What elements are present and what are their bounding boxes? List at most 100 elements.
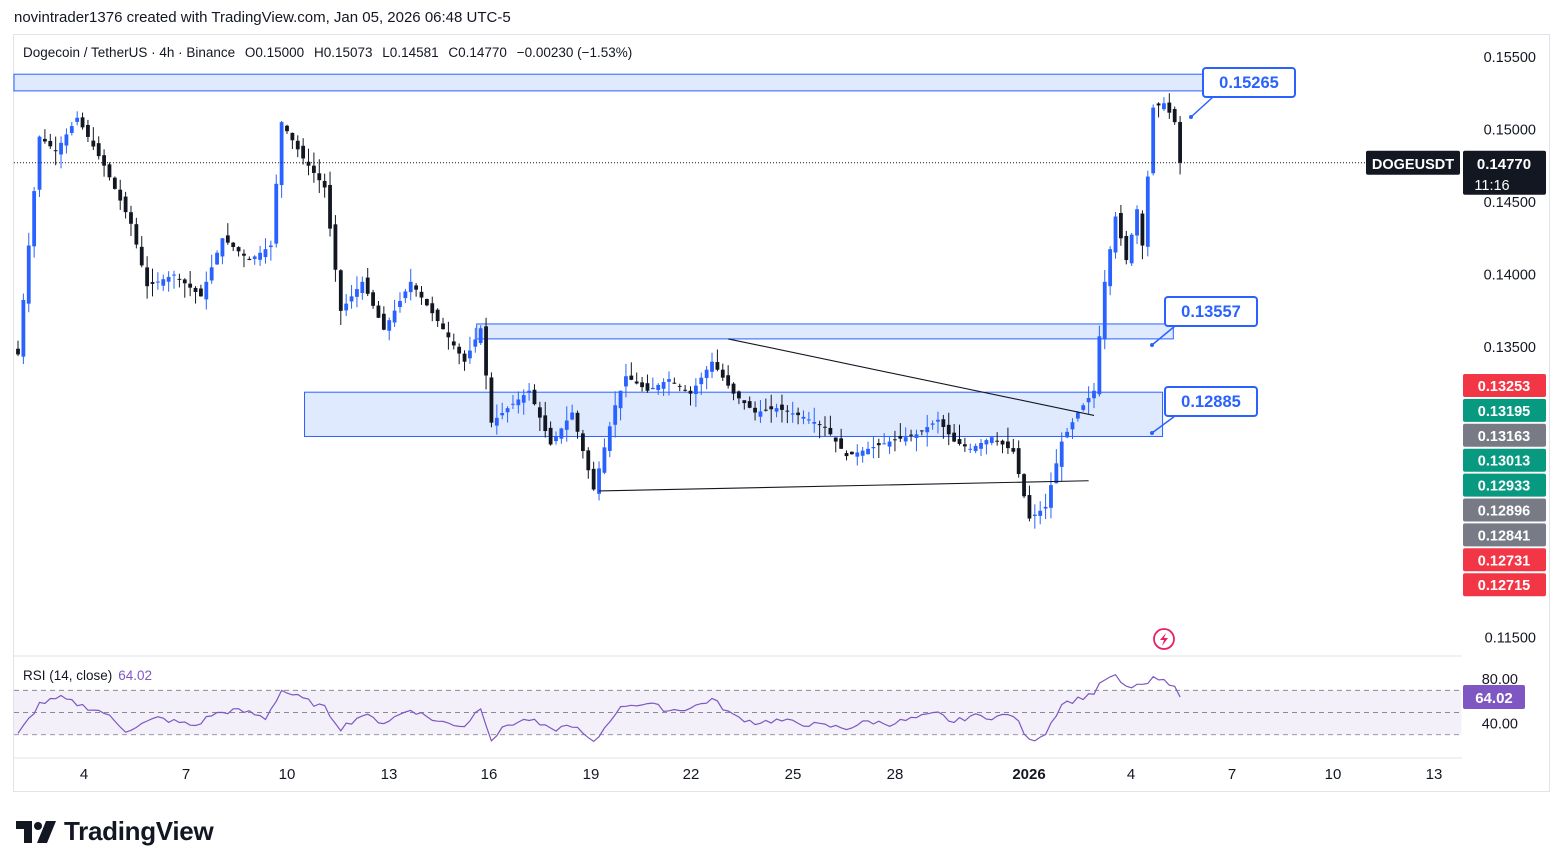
candle [333, 215, 338, 282]
candle-body [683, 389, 688, 391]
candle [936, 411, 940, 434]
candle-body [328, 184, 332, 229]
candle-body [575, 412, 580, 432]
flash-icon[interactable] [1153, 628, 1175, 650]
candle-body [231, 242, 236, 247]
candle [521, 389, 526, 415]
candle-body [790, 413, 795, 415]
price-tags: 0.13253 0.13195 0.13163 0.13013 0.12933 0.128… [1366, 150, 1546, 597]
candle-body [844, 453, 849, 457]
rsi-value-tag-bg [1463, 684, 1525, 709]
candle [349, 284, 354, 309]
candle-body [887, 441, 892, 447]
candle [564, 406, 569, 442]
rsi-label: RSI (14, close) [23, 668, 113, 683]
callout-dot [1189, 115, 1193, 119]
candle-body [581, 433, 585, 451]
candle [236, 246, 241, 257]
candle-body [747, 401, 752, 408]
candle-body [376, 305, 381, 318]
candle [995, 432, 1000, 446]
candle [742, 400, 747, 410]
symbol-line: Dogecoin / TetherUS · 4h · Binance [23, 45, 236, 60]
candle [790, 401, 795, 423]
candle-body [215, 252, 219, 265]
candle-body [769, 406, 774, 410]
candle-body [1162, 103, 1166, 110]
candle-body [441, 323, 445, 330]
candle-body [537, 407, 542, 418]
candle [581, 429, 585, 459]
candle-body [1006, 441, 1010, 449]
candle-body [866, 448, 870, 455]
candle-body [338, 270, 343, 311]
candle [408, 268, 413, 301]
candle-body [1059, 441, 1064, 467]
callout-pointer [1151, 325, 1176, 346]
candle [683, 384, 688, 392]
candle [441, 317, 445, 330]
candle-body [37, 136, 42, 190]
candle-body [618, 390, 623, 409]
candle [118, 179, 123, 210]
candle [365, 267, 370, 297]
candle-body [1092, 390, 1096, 399]
candle [355, 276, 359, 308]
candle [1059, 432, 1064, 482]
candle [677, 383, 682, 392]
candle-body [414, 285, 419, 290]
candle-body [220, 238, 225, 257]
candle-body [602, 447, 607, 473]
callout-pointer [1151, 415, 1176, 434]
zone-callouts: 0.15265 0.13557 0.12885 [1150, 67, 1296, 435]
candle-body [828, 427, 833, 435]
candle [887, 436, 892, 454]
candle-body [462, 353, 467, 362]
time-tick-label: 28 [887, 766, 904, 783]
callout-dot [1150, 343, 1154, 347]
candle-body [962, 444, 967, 447]
candle-body [435, 309, 440, 322]
candle-body [484, 326, 488, 376]
candle-body [285, 125, 289, 132]
candle-body [1075, 412, 1080, 419]
candle [774, 403, 779, 418]
candle-body [629, 375, 634, 380]
candle [946, 412, 951, 446]
candle-body [823, 426, 827, 428]
candle [274, 174, 279, 248]
candle-body [726, 375, 731, 386]
candle-body [693, 385, 698, 394]
candle-body [236, 247, 241, 252]
candle [69, 122, 74, 136]
candle-body [704, 369, 709, 378]
tradingview-logo-icon [16, 820, 56, 843]
candle-body [75, 117, 80, 122]
attribution: novintrader1376 created with TradingView… [14, 9, 511, 26]
callout-box [1202, 67, 1296, 98]
candle [252, 255, 257, 265]
candle [688, 386, 693, 406]
candle [301, 138, 306, 165]
candle [543, 401, 548, 438]
footer-brand[interactable]: TradingView [16, 816, 214, 847]
candle [204, 271, 209, 310]
rsi-value: 64.02 [118, 668, 153, 683]
candle [376, 300, 381, 319]
candle-body [1097, 336, 1102, 395]
price-tag-bg [1463, 473, 1546, 497]
candle-body [1129, 234, 1134, 264]
candle [1032, 504, 1037, 529]
candle [59, 136, 63, 169]
candle [16, 340, 20, 357]
candle [952, 424, 957, 443]
candle-body [1065, 431, 1069, 438]
candle-body [936, 419, 940, 422]
price-tag-bg [1463, 423, 1546, 447]
candle [591, 461, 596, 491]
candle [419, 286, 424, 305]
callout-label: 0.12885 [1181, 393, 1241, 411]
candle-body [424, 298, 429, 306]
time-tick-label: 25 [785, 766, 802, 783]
